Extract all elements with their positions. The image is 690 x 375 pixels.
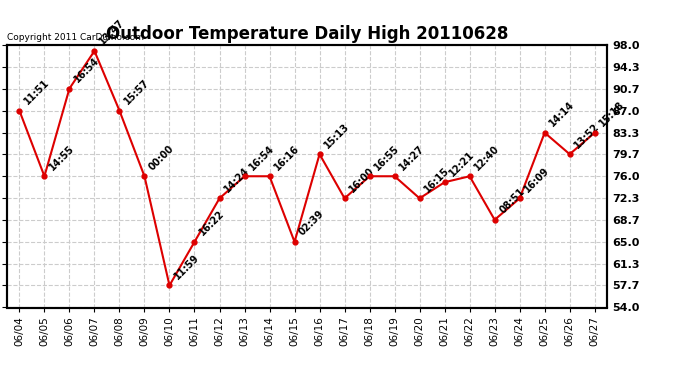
Text: 16:54: 16:54 [72, 56, 101, 84]
Text: 00:00: 00:00 [147, 143, 176, 172]
Text: 14:55: 14:55 [47, 143, 76, 172]
Text: 11:51: 11:51 [22, 78, 51, 106]
Text: 14:27: 14:27 [397, 143, 426, 172]
Text: 16:54: 16:54 [247, 143, 276, 172]
Text: 14:24: 14:24 [222, 165, 251, 194]
Title: Outdoor Temperature Daily High 20110628: Outdoor Temperature Daily High 20110628 [106, 26, 509, 44]
Text: 15:57: 15:57 [122, 78, 151, 106]
Text: 16:22: 16:22 [197, 209, 226, 238]
Text: 16:16: 16:16 [273, 143, 302, 172]
Text: 16:15: 16:15 [422, 165, 451, 194]
Text: 16:00: 16:00 [347, 165, 376, 194]
Text: 16:55: 16:55 [373, 143, 402, 172]
Text: 15:18: 15:18 [598, 99, 627, 129]
Text: 16:09: 16:09 [522, 165, 551, 194]
Text: 11:59: 11:59 [172, 252, 201, 281]
Text: 12:21: 12:21 [447, 149, 476, 178]
Text: 13:52: 13:52 [573, 121, 602, 150]
Text: 08:51: 08:51 [497, 186, 526, 216]
Text: 14:14: 14:14 [547, 99, 576, 129]
Text: 02:39: 02:39 [297, 209, 326, 238]
Text: 15:13: 15:13 [322, 121, 351, 150]
Text: Copyright 2011 CarDuino.com: Copyright 2011 CarDuino.com [7, 33, 144, 42]
Text: 13:47: 13:47 [97, 18, 126, 47]
Text: 12:40: 12:40 [473, 143, 502, 172]
